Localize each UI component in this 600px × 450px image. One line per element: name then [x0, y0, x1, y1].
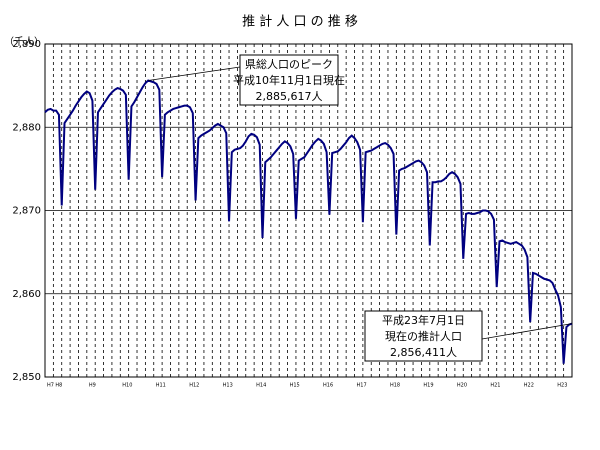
y-axis-label: （千人）	[4, 36, 44, 48]
x-tick-label: H9	[89, 383, 96, 389]
x-tick-label: H16	[323, 383, 333, 389]
x-tick-label: H11	[156, 383, 166, 389]
x-tick-label: H14	[256, 383, 266, 389]
annotation-text: 2,856,411人	[390, 346, 457, 359]
annotation-text: 2,885,617人	[256, 90, 323, 103]
x-tick-label: H13	[223, 383, 233, 389]
x-tick-label: H8	[55, 383, 62, 389]
x-tick-label: H15	[290, 383, 300, 389]
annotation-text: 現在の推計人口	[385, 329, 462, 343]
annotation-text: 平成10年11月1日現在	[233, 73, 345, 87]
x-tick-label: H12	[189, 383, 199, 389]
annotation-box	[239, 54, 339, 106]
x-tick-label: H18	[390, 383, 400, 389]
annotation-text: 平成23年7月1日	[382, 313, 465, 327]
x-tick-label: H10	[122, 383, 132, 389]
line-series	[44, 79, 573, 364]
annotation-text: 県総人口のピーク	[245, 57, 333, 71]
x-tick-label: H17	[357, 383, 367, 389]
annotation-leader	[481, 323, 573, 340]
y-tick-label: 2,850	[12, 372, 41, 383]
x-tick-label: H19	[423, 383, 433, 389]
x-tick-label: H21	[490, 383, 500, 389]
annotation-leader	[148, 66, 241, 81]
x-tick-label: H23	[557, 383, 567, 389]
y-tick-label: 2,860	[12, 289, 41, 300]
y-tick-label: 2,870	[12, 206, 41, 217]
chart-title: 推 計 人 口 の 推 移	[242, 14, 358, 30]
y-tick-label: 2,880	[12, 122, 41, 133]
annotation-box	[364, 310, 483, 362]
x-tick-label: H22	[524, 383, 534, 389]
x-tick-label: H7	[47, 383, 54, 389]
x-tick-label: H20	[457, 383, 467, 389]
y-tick-label: 2,890	[12, 39, 41, 50]
